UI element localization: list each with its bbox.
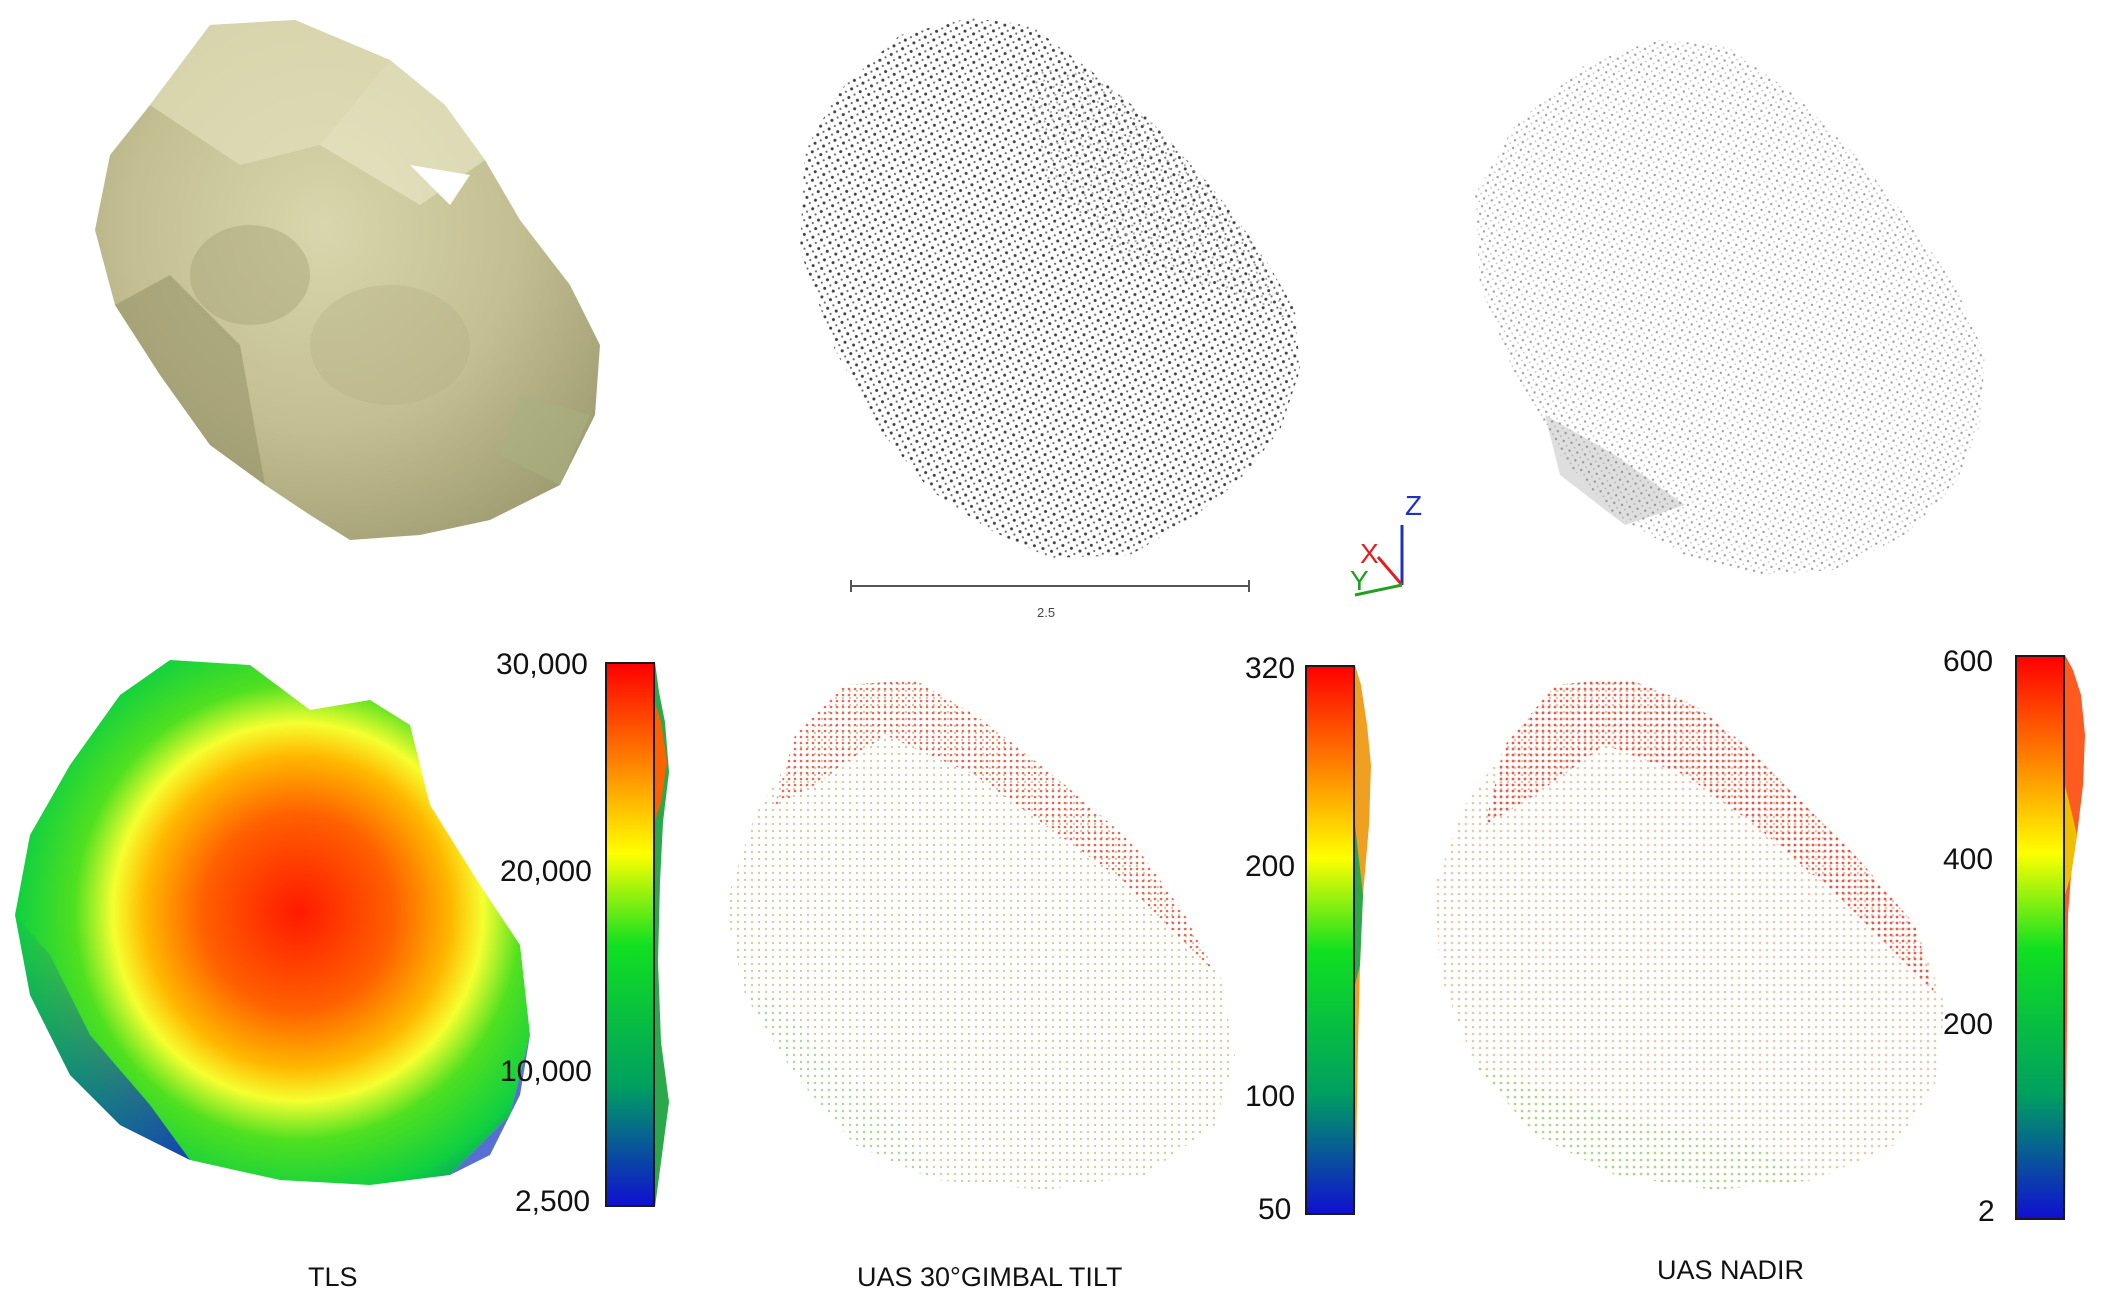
scale-bar (850, 580, 1250, 592)
point-cloud-nadir (1475, 40, 1985, 575)
point-cloud-tilt (800, 18, 1300, 558)
colorbar-tilt-tick-min: 50 (1258, 1193, 1292, 1226)
axis-x-label: X (1360, 538, 1379, 569)
caption-uas-nadir: UAS NADIR (1657, 1255, 1805, 1285)
axis-y-label: Y (1350, 565, 1369, 596)
axis-z-label: Z (1405, 495, 1422, 521)
colorbar-tls-tick-min: 2,500 (515, 1185, 591, 1218)
colorbar-tls (605, 662, 655, 1207)
histogram-tls (655, 662, 669, 1207)
colorbar-nadir-tick-2: 400 (1943, 843, 1994, 876)
histogram-nadir (2065, 655, 2085, 1220)
uas-tilt-density-map (725, 680, 1235, 1190)
colorbar-tilt-tick-max: 320 (1245, 652, 1296, 685)
caption-tls: TLS (308, 1262, 358, 1292)
histogram-tilt (1355, 665, 1371, 1215)
colorbar-nadir-tick-max: 600 (1943, 645, 1994, 678)
colorbar-nadir-tick-3: 200 (1943, 1008, 1994, 1041)
colorbar-nadir (2015, 655, 2065, 1220)
caption-uas-tilt: UAS 30°GIMBAL TILT (857, 1262, 1123, 1292)
colorbar-nadir-tick-min: 2 (1978, 1195, 1995, 1228)
tls-density-map (15, 660, 530, 1185)
colorbar-tilt (1305, 665, 1355, 1215)
colorbar-tls-tick-3: 10,000 (500, 1055, 592, 1088)
rock-photo (95, 20, 600, 540)
colorbar-tilt-tick-2: 200 (1245, 850, 1296, 883)
uas-nadir-density-map (1435, 678, 1945, 1190)
colorbar-tls-tick-max: 30,000 (496, 648, 588, 681)
colorbar-tilt-tick-3: 100 (1245, 1080, 1296, 1113)
colorbar-tls-tick-2: 20,000 (500, 855, 592, 888)
scale-bar-label: 2.5 (1037, 605, 1056, 620)
axis-triad-icon: Z X Y (1350, 495, 1422, 597)
